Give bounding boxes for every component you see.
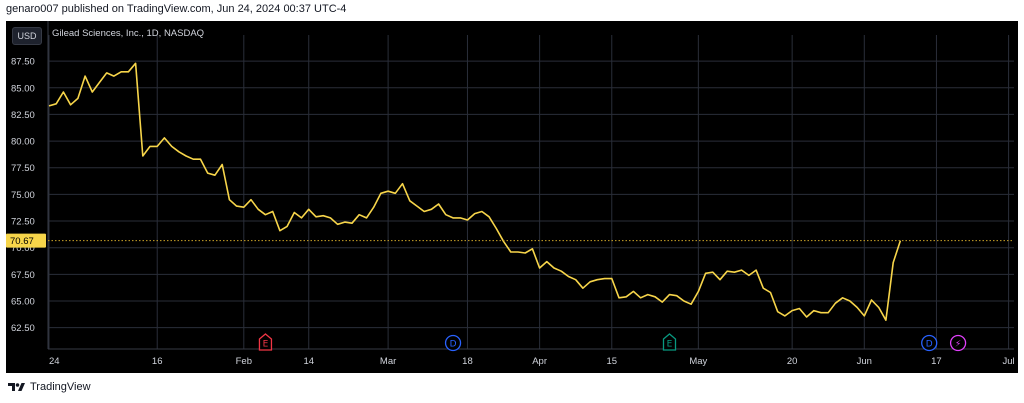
event-marker[interactable]: D bbox=[444, 334, 462, 352]
x-tick-label: Mar bbox=[380, 356, 396, 367]
y-tick-label: 82.50 bbox=[11, 110, 35, 121]
earnings-marker-icon bbox=[258, 333, 273, 351]
y-tick-label: 70.00 bbox=[11, 243, 35, 254]
price-chart[interactable]: 87.50 85.00 82.50 80.00 77.50 75.00 72.50 70.00… bbox=[6, 21, 1018, 373]
dividend-marker-icon bbox=[921, 334, 938, 352]
y-tick-label: 67.50 bbox=[11, 270, 35, 281]
x-tick-label: 18 bbox=[462, 356, 473, 367]
last-price-badge bbox=[6, 233, 46, 248]
tradingview-logo-icon bbox=[8, 383, 25, 391]
last-price-layer: 70.67 bbox=[6, 233, 1014, 248]
event-marker-label: E bbox=[263, 340, 269, 350]
x-axis: 24 16 Feb 14 Mar 18 Apr 15 May 20 Jun 17 Jul bbox=[48, 348, 1015, 367]
event-marker-label: D bbox=[926, 340, 933, 350]
x-tick-label: 14 bbox=[303, 356, 314, 367]
event-marker[interactable]: E bbox=[258, 333, 273, 351]
y-tick-label: 87.50 bbox=[11, 57, 35, 68]
brand-name: TradingView bbox=[30, 381, 91, 393]
split-marker-icon bbox=[949, 334, 967, 352]
x-tick-label: Feb bbox=[236, 356, 252, 367]
chart-panel[interactable]: 87.50 85.00 82.50 80.00 77.50 75.00 72.50 70.00… bbox=[6, 21, 1018, 373]
event-marker[interactable]: E bbox=[662, 333, 677, 351]
currency-button[interactable]: USD bbox=[12, 27, 42, 45]
y-tick-label: 65.00 bbox=[11, 297, 35, 308]
event-marker-label: E bbox=[667, 340, 673, 350]
event-marker[interactable]: ⚡ bbox=[949, 334, 967, 352]
earnings-marker-icon bbox=[662, 333, 677, 351]
y-axis: 87.50 85.00 82.50 80.00 77.50 75.00 72.50 70.00… bbox=[11, 21, 49, 349]
y-tick-label: 75.00 bbox=[11, 190, 35, 201]
x-tick-label: Apr bbox=[532, 356, 547, 367]
y-tick-label: 77.50 bbox=[11, 163, 35, 174]
price-series-line bbox=[48, 62, 902, 322]
x-tick-label: 24 bbox=[49, 356, 60, 367]
x-tick-label: 15 bbox=[606, 356, 617, 367]
price-line-layer bbox=[48, 62, 902, 322]
x-tick-label: May bbox=[689, 356, 707, 367]
publish-line: genaro007 published on TradingView.com, … bbox=[6, 3, 347, 15]
x-tick-label: 17 bbox=[931, 356, 942, 367]
event-marker-label: D bbox=[450, 340, 457, 350]
tradingview-brand[interactable]: TradingView bbox=[8, 381, 91, 393]
dividend-marker-icon bbox=[444, 334, 462, 352]
y-tick-label: 62.50 bbox=[11, 323, 35, 334]
x-tick-label: Jul bbox=[1003, 356, 1015, 367]
x-tick-label: 16 bbox=[152, 356, 163, 367]
event-markers: E D E D ⚡ bbox=[258, 333, 967, 352]
last-price-label: 70.67 bbox=[10, 236, 34, 247]
event-marker[interactable]: D bbox=[921, 334, 938, 352]
y-tick-label: 80.00 bbox=[11, 137, 35, 148]
symbol-title: Gilead Sciences, Inc., 1D, NASDAQ bbox=[52, 28, 205, 39]
event-marker-label: ⚡ bbox=[955, 340, 961, 350]
y-tick-label: 85.00 bbox=[11, 83, 35, 94]
x-tick-label: 20 bbox=[787, 356, 798, 367]
grid-layer bbox=[48, 35, 1014, 349]
y-tick-label: 72.50 bbox=[11, 217, 35, 228]
x-tick-label: Jun bbox=[857, 356, 872, 367]
